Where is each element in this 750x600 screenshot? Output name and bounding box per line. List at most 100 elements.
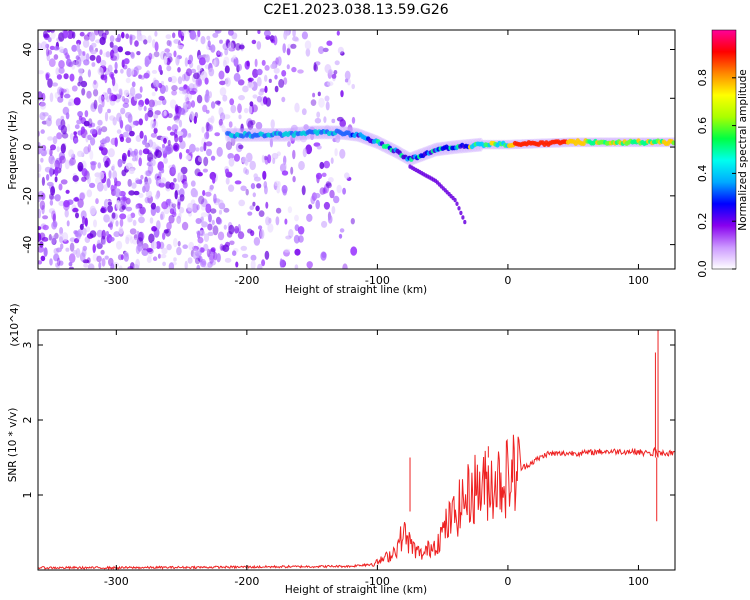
noise-blob (144, 143, 150, 149)
noise-blob (169, 208, 175, 215)
noise-blob (216, 217, 223, 225)
noise-blob (205, 54, 210, 63)
noise-blob (87, 69, 91, 78)
noise-blob (179, 107, 186, 115)
noise-blob (39, 101, 47, 110)
noise-blob (146, 247, 153, 253)
noise-blob (154, 110, 161, 116)
noise-blob (223, 56, 230, 65)
noise-blob (219, 112, 226, 121)
noise-blob (158, 95, 165, 101)
noise-blob (100, 207, 106, 214)
y-tick-label: -40 (21, 236, 34, 254)
noise-blob (294, 264, 299, 269)
noise-blob (133, 155, 137, 162)
noise-blob (294, 37, 300, 42)
noise-blob (350, 218, 355, 225)
noise-blob (136, 51, 141, 56)
noise-blob (135, 204, 139, 210)
noise-blob (48, 234, 52, 241)
noise-blob (114, 69, 118, 74)
noise-blob (70, 60, 76, 70)
noise-blob (200, 212, 208, 218)
noise-blob (251, 39, 257, 45)
noise-blob (286, 47, 291, 56)
noise-blob (160, 254, 167, 259)
noise-blob (264, 85, 268, 93)
noise-blob (138, 104, 143, 111)
noise-blob (48, 208, 56, 214)
noise-blob (45, 73, 50, 81)
noise-blob (120, 200, 126, 206)
noise-blob (142, 139, 147, 145)
noise-blob (182, 182, 188, 189)
noise-blob (82, 39, 90, 48)
noise-blob (155, 241, 161, 249)
x-tick-label: 0 (504, 575, 511, 588)
noise-blob (297, 69, 304, 74)
noise-blob (98, 128, 102, 136)
noise-blob (64, 159, 70, 170)
noise-blob (177, 67, 181, 73)
x-tick-label: -100 (365, 575, 390, 588)
noise-blob (38, 163, 42, 173)
noise-blob (228, 184, 235, 192)
x-tick-label: 100 (628, 575, 649, 588)
noise-blob (166, 222, 172, 230)
noise-blob (291, 66, 297, 73)
noise-blob (79, 192, 85, 201)
noise-blob (119, 218, 124, 227)
noise-blob (323, 160, 331, 169)
y-tick-label: -20 (21, 187, 34, 205)
noise-blob (89, 150, 94, 160)
noise-blob (84, 217, 88, 227)
noise-blob (281, 170, 289, 176)
noise-blob (106, 178, 111, 188)
noise-blob (331, 206, 336, 215)
noise-blob (104, 30, 109, 36)
noise-blob (344, 78, 349, 83)
snr-y-ticks: 1 2 3 (21, 342, 675, 499)
noise-blob (190, 180, 196, 187)
noise-blob (207, 261, 213, 268)
noise-blob (63, 47, 68, 56)
noise-blob (163, 157, 168, 164)
noise-blob (138, 157, 142, 167)
noise-blob (66, 220, 70, 227)
noise-blob (197, 172, 203, 177)
noise-blob (224, 257, 232, 263)
branch-blob (455, 201, 459, 206)
noise-blob (253, 173, 258, 179)
noise-blob (108, 170, 112, 179)
noise-blob (163, 137, 167, 144)
noise-blob (219, 39, 223, 44)
noise-blob (273, 35, 278, 46)
noise-blob (271, 152, 279, 160)
noise-blob (247, 77, 254, 82)
noise-blob (76, 230, 81, 241)
noise-blob (119, 213, 127, 220)
noise-blob (210, 101, 216, 109)
noise-blob (220, 245, 226, 251)
noise-blob (313, 62, 317, 71)
noise-blob (187, 257, 193, 264)
noise-blob (208, 67, 215, 77)
y-tick-label: 20 (21, 91, 34, 105)
heatmap-noise-region (38, 30, 358, 269)
noise-blob (201, 198, 208, 208)
noise-blob (256, 68, 263, 76)
noise-blob (102, 239, 106, 245)
noise-blob (241, 253, 249, 258)
noise-blob (69, 242, 75, 252)
noise-blob (327, 81, 334, 87)
noise-blob (246, 60, 250, 67)
noise-blob (232, 55, 237, 60)
noise-blob (130, 52, 135, 59)
noise-blob (137, 242, 143, 252)
noise-blob (104, 111, 109, 122)
noise-blob (194, 257, 201, 265)
noise-blob (139, 130, 144, 139)
noise-blob (256, 76, 262, 87)
noise-blob (310, 133, 314, 141)
noise-blob (92, 243, 96, 254)
